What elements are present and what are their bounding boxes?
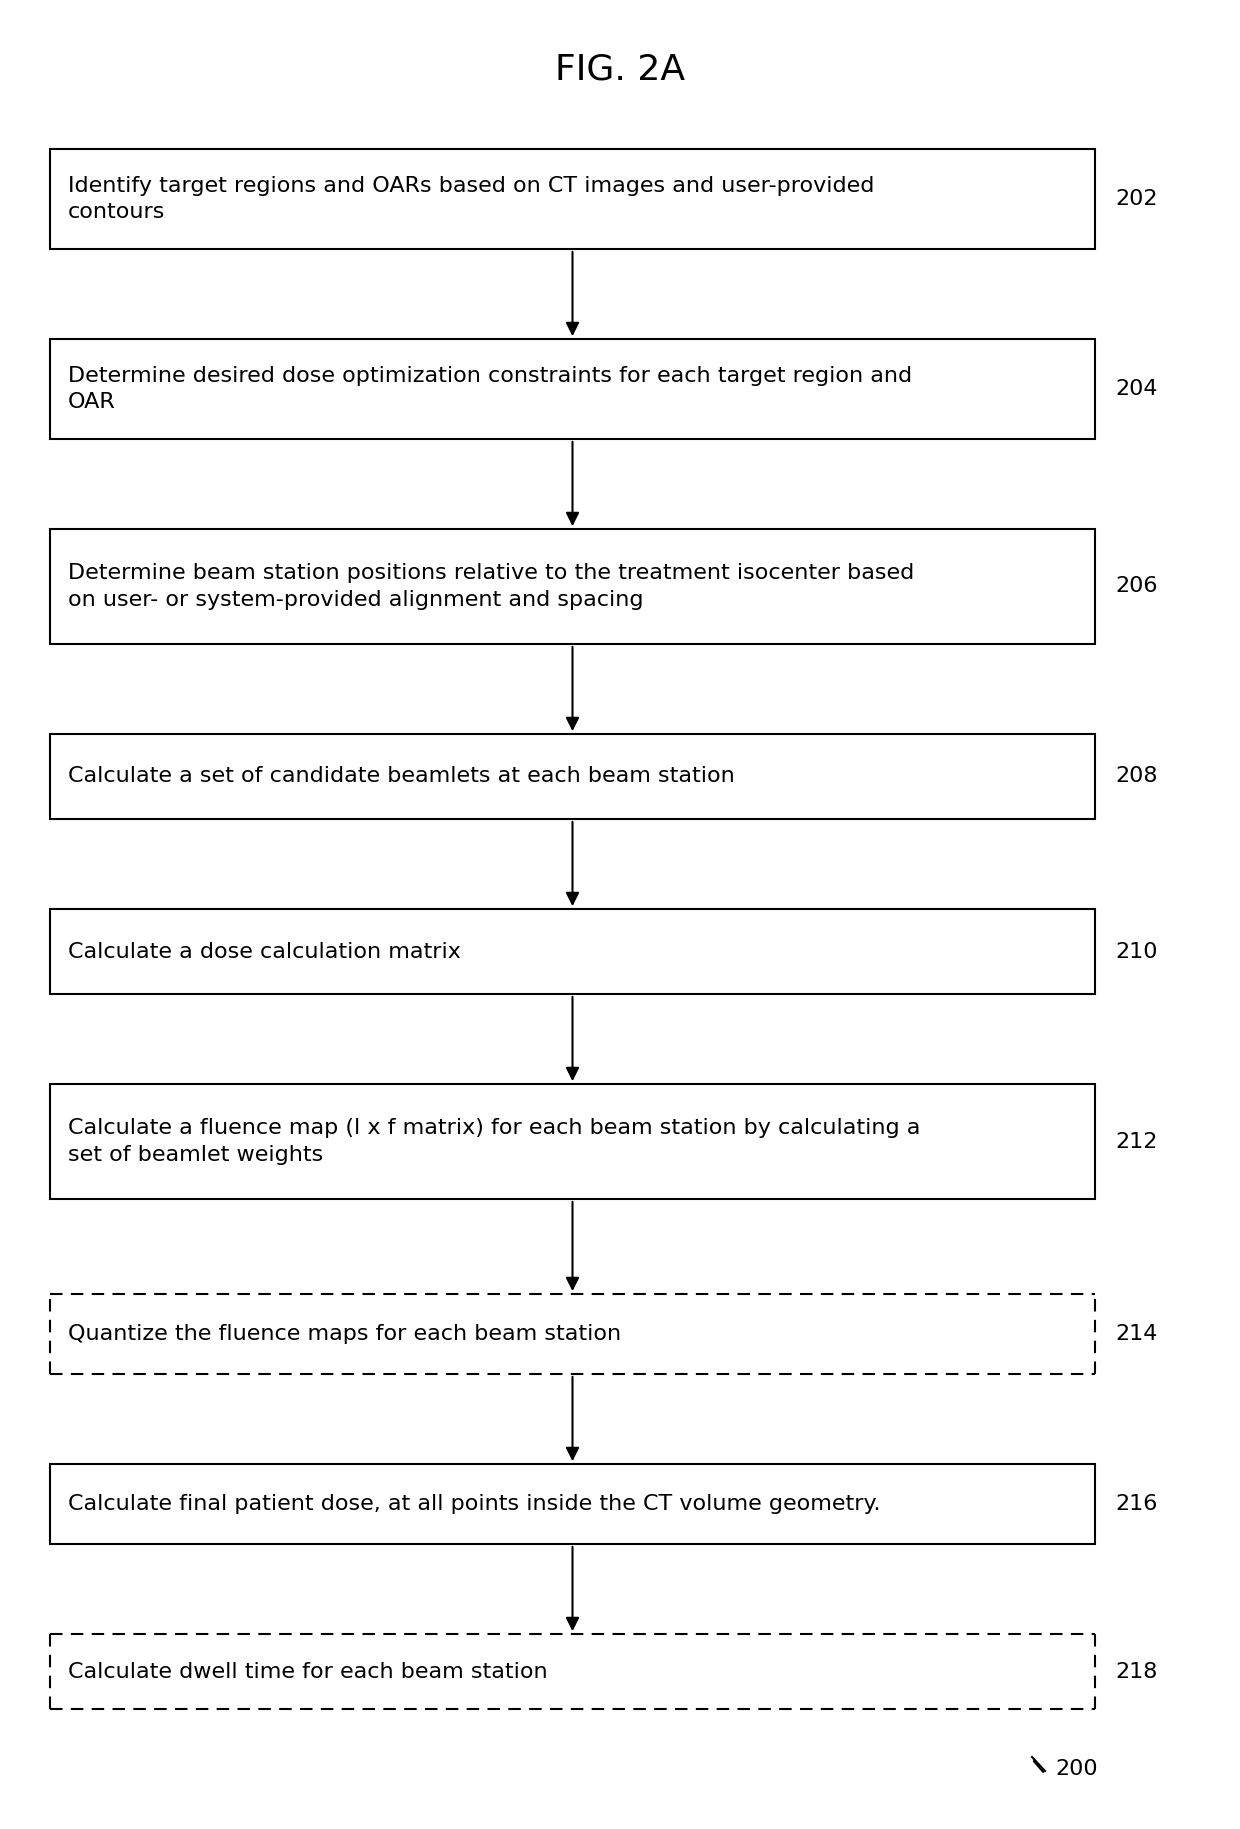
Bar [50, 1463, 1095, 1544]
Bar [50, 733, 1095, 819]
Text: 218: 218 [1115, 1661, 1157, 1681]
Bar [50, 1293, 1095, 1374]
Bar [50, 1633, 1095, 1708]
Text: Determine desired dose optimization constraints for each target region and
OAR: Determine desired dose optimization cons… [68, 366, 913, 412]
Text: Calculate a set of candidate beamlets at each beam station: Calculate a set of candidate beamlets at… [68, 766, 735, 786]
Bar [50, 148, 1095, 249]
Text: FIG. 2A: FIG. 2A [556, 51, 684, 86]
Text: 212: 212 [1115, 1132, 1157, 1152]
Text: Quantize the fluence maps for each beam station: Quantize the fluence maps for each beam … [68, 1324, 621, 1344]
Text: 216: 216 [1115, 1494, 1157, 1514]
Text: 214: 214 [1115, 1324, 1157, 1344]
Text: 200: 200 [1055, 1759, 1097, 1780]
Text: 208: 208 [1115, 766, 1157, 786]
Text: 206: 206 [1115, 576, 1157, 596]
Text: 202: 202 [1115, 188, 1157, 209]
Text: Determine beam station positions relative to the treatment isocenter based
on us: Determine beam station positions relativ… [68, 563, 914, 609]
Bar [50, 338, 1095, 439]
Bar [50, 909, 1095, 993]
Text: Calculate a dose calculation matrix: Calculate a dose calculation matrix [68, 942, 461, 962]
Bar [50, 1085, 1095, 1200]
Text: 204: 204 [1115, 379, 1157, 399]
Text: Identify target regions and OARs based on CT images and user-provided
contours: Identify target regions and OARs based o… [68, 176, 874, 221]
Bar [50, 529, 1095, 644]
Text: Calculate dwell time for each beam station: Calculate dwell time for each beam stati… [68, 1661, 548, 1681]
Text: 210: 210 [1115, 942, 1157, 962]
Text: Calculate a fluence map (l x f matrix) for each beam station by calculating a
se: Calculate a fluence map (l x f matrix) f… [68, 1118, 920, 1165]
Text: Calculate final patient dose, at all points inside the CT volume geometry.: Calculate final patient dose, at all poi… [68, 1494, 880, 1514]
